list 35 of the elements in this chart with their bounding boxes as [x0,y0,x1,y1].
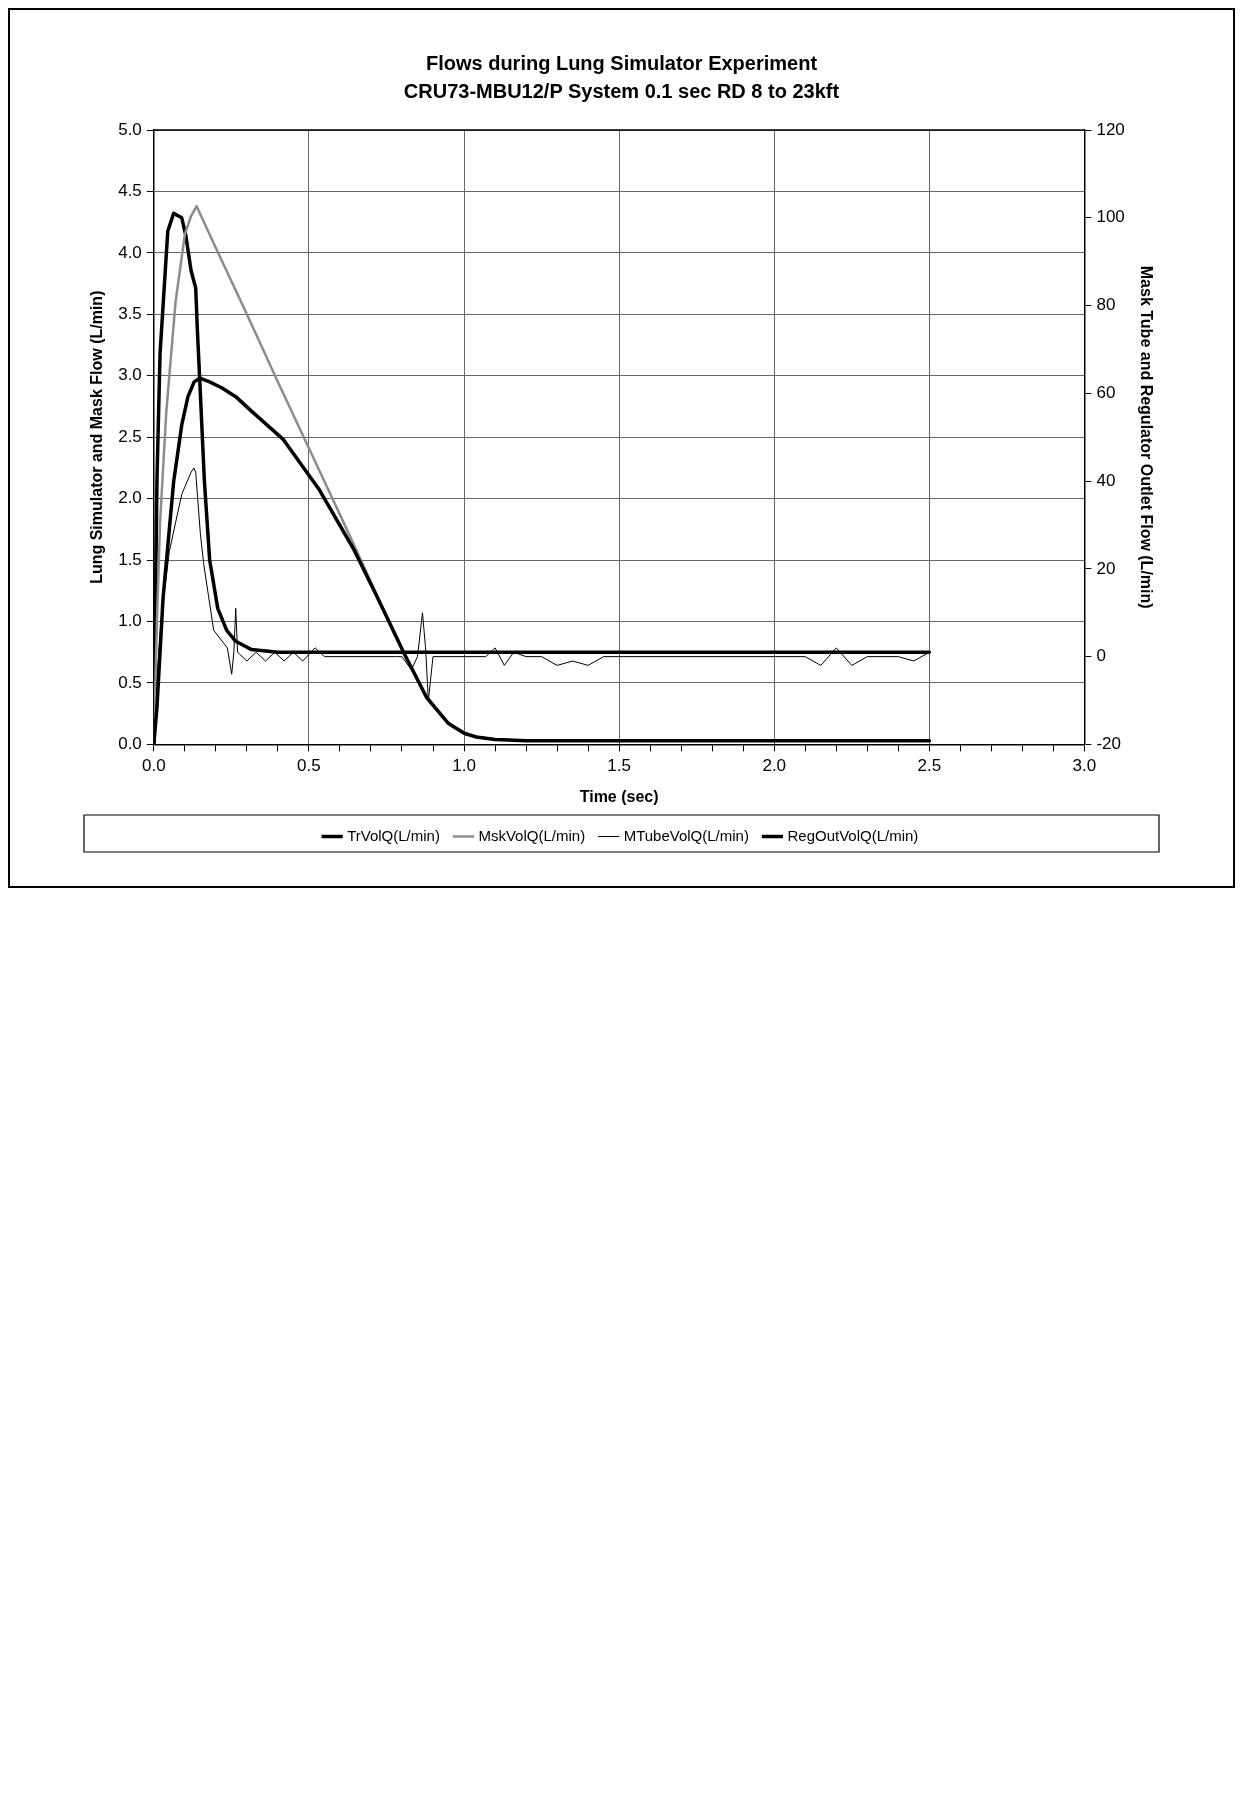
y-axis-title: Lung Simulator and Mask Flow (L/min) [88,290,106,584]
y2-tick-label: -20 [1096,734,1122,754]
y-tick-label: 2.5 [118,426,142,446]
x-tick-label: 0.0 [142,756,166,776]
legend-label: TrVolQ(L/min) [347,826,440,844]
x-tick-label: 1.0 [452,756,476,776]
y-tick-label: 4.5 [118,181,142,201]
y-tick-label: 5.0 [118,119,142,139]
chart-title: Flows during Lung Simulator Experiment [425,51,818,74]
y2-tick-label: 60 [1096,383,1116,402]
y-tick-label: 4.0 [118,242,142,262]
y-tick-label: 0.5 [118,672,142,692]
x-tick-label: 0.5 [297,756,321,776]
y-tick-label: 3.5 [118,304,142,324]
y2-tick-label: 40 [1096,470,1116,490]
y-tick-label: 1.0 [118,611,142,631]
y2-tick-label: 100 [1096,207,1125,227]
legend-label: MTubeVolQ(L/min) [623,826,749,844]
legend-label: MskVolQ(L/min) [478,826,586,844]
x-tick-label: 1.5 [607,756,631,776]
y2-tick-label: 0 [1096,646,1106,666]
x-tick-label: 2.5 [917,756,942,776]
y2-axis-title: Mask Tube and Regulator Outlet Flow (L/min) [1137,265,1155,609]
y-tick-label: 2.0 [118,488,142,508]
x-axis-title: Time (sec) [579,787,659,805]
x-tick-label: 2.0 [762,756,787,776]
y2-tick-label: 80 [1096,295,1116,315]
legend-label: RegOutVolQ(L/min) [787,826,919,844]
y2-tick-label: 20 [1096,558,1116,578]
chart-subtitle: CRU73-MBU12/P System 0.1 sec RD 8 to 23kft [403,79,840,102]
y-tick-label: 1.5 [118,549,142,569]
x-tick-label: 3.0 [1072,756,1097,776]
y-tick-label: 3.0 [118,365,142,385]
y2-tick-label: 120 [1096,119,1125,139]
y-tick-label: 0.0 [118,734,142,754]
